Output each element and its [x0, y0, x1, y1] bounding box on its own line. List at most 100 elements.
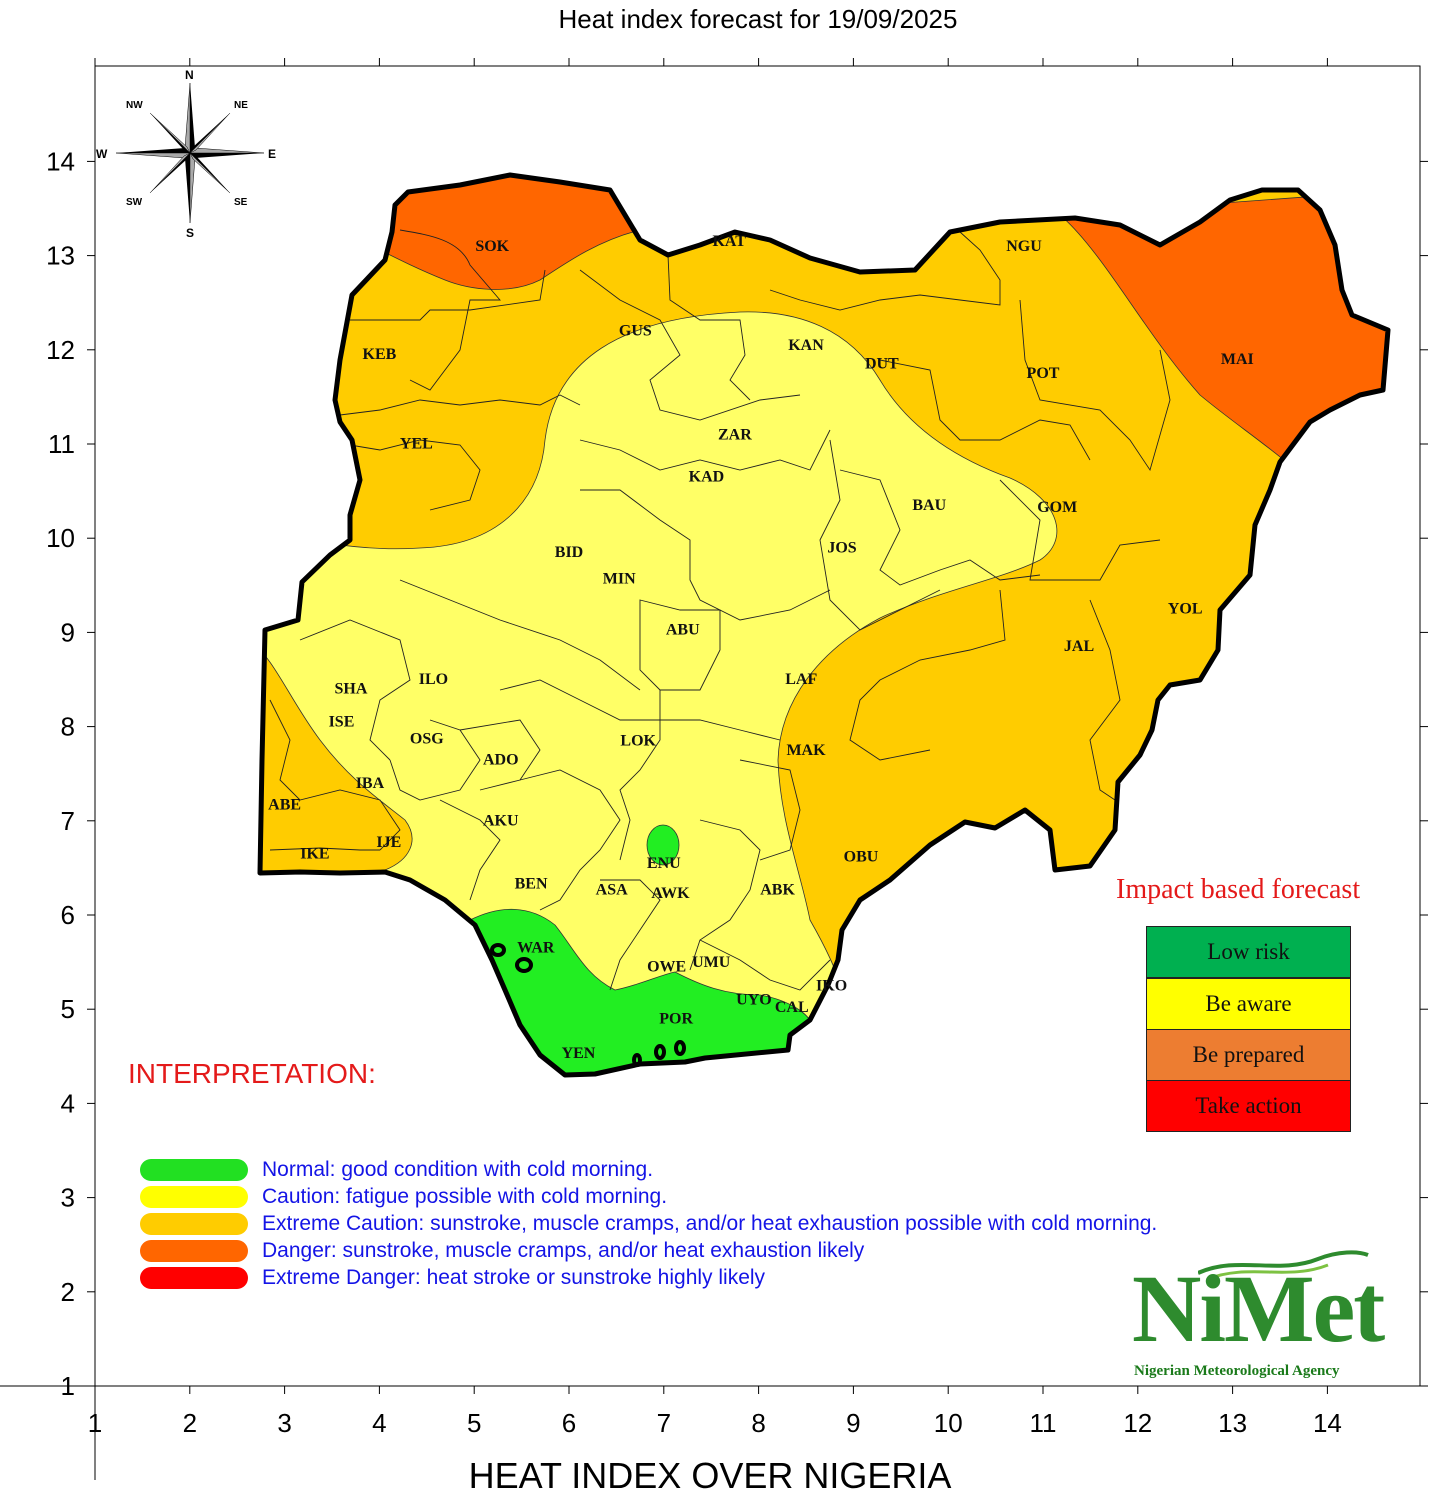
state-label-war: WAR	[517, 940, 555, 957]
compass-label-e: E	[268, 147, 276, 161]
state-label-ngu: NGU	[1006, 238, 1042, 255]
state-label-abk: ABK	[760, 881, 795, 898]
state-border	[350, 269, 546, 321]
state-border	[819, 439, 941, 631]
state-border	[699, 939, 831, 991]
x-tick-label: 11	[1030, 1408, 1057, 1438]
island	[654, 1044, 666, 1060]
state-label-osg: OSG	[410, 731, 444, 748]
x-tick-label: 4	[372, 1408, 386, 1438]
zone-danger-north	[379, 175, 651, 290]
state-label-jos: JOS	[827, 539, 856, 556]
state-border	[739, 759, 801, 861]
x-tick-label: 1	[88, 1408, 102, 1438]
state-label-min: MIN	[603, 570, 636, 587]
compass-label-se: SE	[234, 197, 248, 208]
state-border	[619, 690, 661, 861]
compass-rose: N S E W NE NW SE SW	[96, 68, 276, 240]
state-label-umu: UMU	[692, 954, 731, 971]
island	[515, 957, 533, 973]
state-label-kad: KAD	[689, 469, 725, 486]
state-label-lok: LOK	[620, 732, 656, 749]
state-label-ado: ADO	[483, 751, 519, 768]
state-label-laf: LAF	[785, 671, 817, 688]
compass-point-e	[190, 153, 264, 158]
state-label-iko: IKO	[816, 977, 847, 994]
state-label-yen: YEN	[562, 1045, 596, 1062]
impact-low-risk: Low risk	[1146, 926, 1351, 978]
compass-point-nw-light	[149, 112, 191, 154]
state-label-bau: BAU	[912, 497, 946, 514]
y-tick-label: 4	[61, 1088, 75, 1118]
zone-extreme-caution-west	[260, 639, 413, 881]
state-border	[499, 679, 781, 741]
y-tick-label: 5	[61, 994, 75, 1024]
compass-point-w	[116, 148, 190, 153]
state-label-yol: YOL	[1168, 601, 1203, 618]
x-tick-label: 8	[751, 1408, 765, 1438]
y-tick-label: 14	[46, 146, 75, 176]
state-border	[269, 847, 380, 851]
state-border	[667, 254, 751, 401]
legend-text: Extreme Danger: heat stroke or sunstroke…	[262, 1266, 766, 1289]
state-label-kan: KAN	[788, 337, 824, 354]
x-tick-label: 9	[846, 1408, 860, 1438]
state-label-ilo: ILO	[419, 671, 448, 688]
state-border	[339, 394, 581, 416]
compass-label-n: N	[185, 68, 194, 82]
state-label-abe: ABE	[268, 796, 301, 813]
y-tick-label: 2	[61, 1277, 75, 1307]
state-border	[1019, 299, 1171, 472]
state-label-bid: BID	[555, 544, 583, 561]
state-label-uyo: UYO	[736, 991, 772, 1008]
y-tick-label: 9	[61, 617, 75, 647]
state-label-awk: AWK	[651, 885, 690, 902]
state-border	[839, 469, 1041, 586]
state-label-mak: MAK	[786, 742, 826, 759]
island	[674, 1040, 686, 1056]
state-border	[639, 599, 721, 691]
state-label-ije: IJE	[376, 834, 401, 851]
x-tick-label: 14	[1313, 1408, 1342, 1438]
state-label-gus: GUS	[619, 323, 652, 340]
compass-point-ne-light	[189, 112, 231, 154]
island	[632, 1053, 642, 1067]
state-label-sha: SHA	[335, 681, 368, 698]
x-tick-label: 12	[1123, 1408, 1152, 1438]
compass-point-sw-light	[149, 152, 191, 194]
compass-point-w-light	[115, 152, 191, 159]
state-label-keb: KEB	[363, 346, 397, 363]
legend-swatch	[140, 1240, 248, 1262]
state-label-dut: DUT	[865, 356, 899, 373]
y-tick-label: 11	[48, 429, 75, 459]
y-tick-label: 1	[61, 1371, 75, 1401]
state-borders	[269, 229, 1171, 991]
state-label-pot: POT	[1027, 365, 1060, 382]
state-border	[849, 589, 1006, 761]
legend-swatch	[140, 1159, 248, 1181]
y-tick-label: 10	[46, 523, 75, 553]
state-border	[1089, 599, 1131, 811]
nimet-logo: NiMet Nigerian Meteorological Agency	[1128, 1245, 1385, 1385]
legend-swatch	[140, 1186, 248, 1208]
state-label-gom: GOM	[1037, 499, 1077, 516]
state-border	[769, 231, 1001, 311]
legend-text: Extreme Caution: sunstroke, muscle cramp…	[262, 1212, 1158, 1235]
legend-row-extreme-danger: Extreme Danger: heat stroke or sunstroke…	[140, 1265, 765, 1291]
impact-take-action: Take action	[1146, 1080, 1351, 1132]
state-label-obu: OBU	[844, 848, 879, 865]
state-border	[579, 429, 831, 471]
impact-title: Impact based forecast	[1116, 874, 1361, 905]
state-label-abu: ABU	[666, 621, 700, 638]
zone-normal-enugu	[646, 824, 680, 866]
state-labels: SOK KAT NGU KEB GUS KAN DUT POT MAI ZAR YEL KAD BAU G…	[268, 233, 1254, 1062]
compass-point-s	[185, 153, 190, 223]
y-tick-label: 6	[61, 900, 75, 930]
state-label-cal: CAL	[775, 999, 809, 1016]
state-label-owe: OWE	[647, 959, 686, 976]
state-label-yel: YEL	[400, 436, 433, 453]
zone-normal-south	[469, 908, 813, 1075]
legend-text: Normal: good condition with cold morning…	[262, 1158, 654, 1181]
